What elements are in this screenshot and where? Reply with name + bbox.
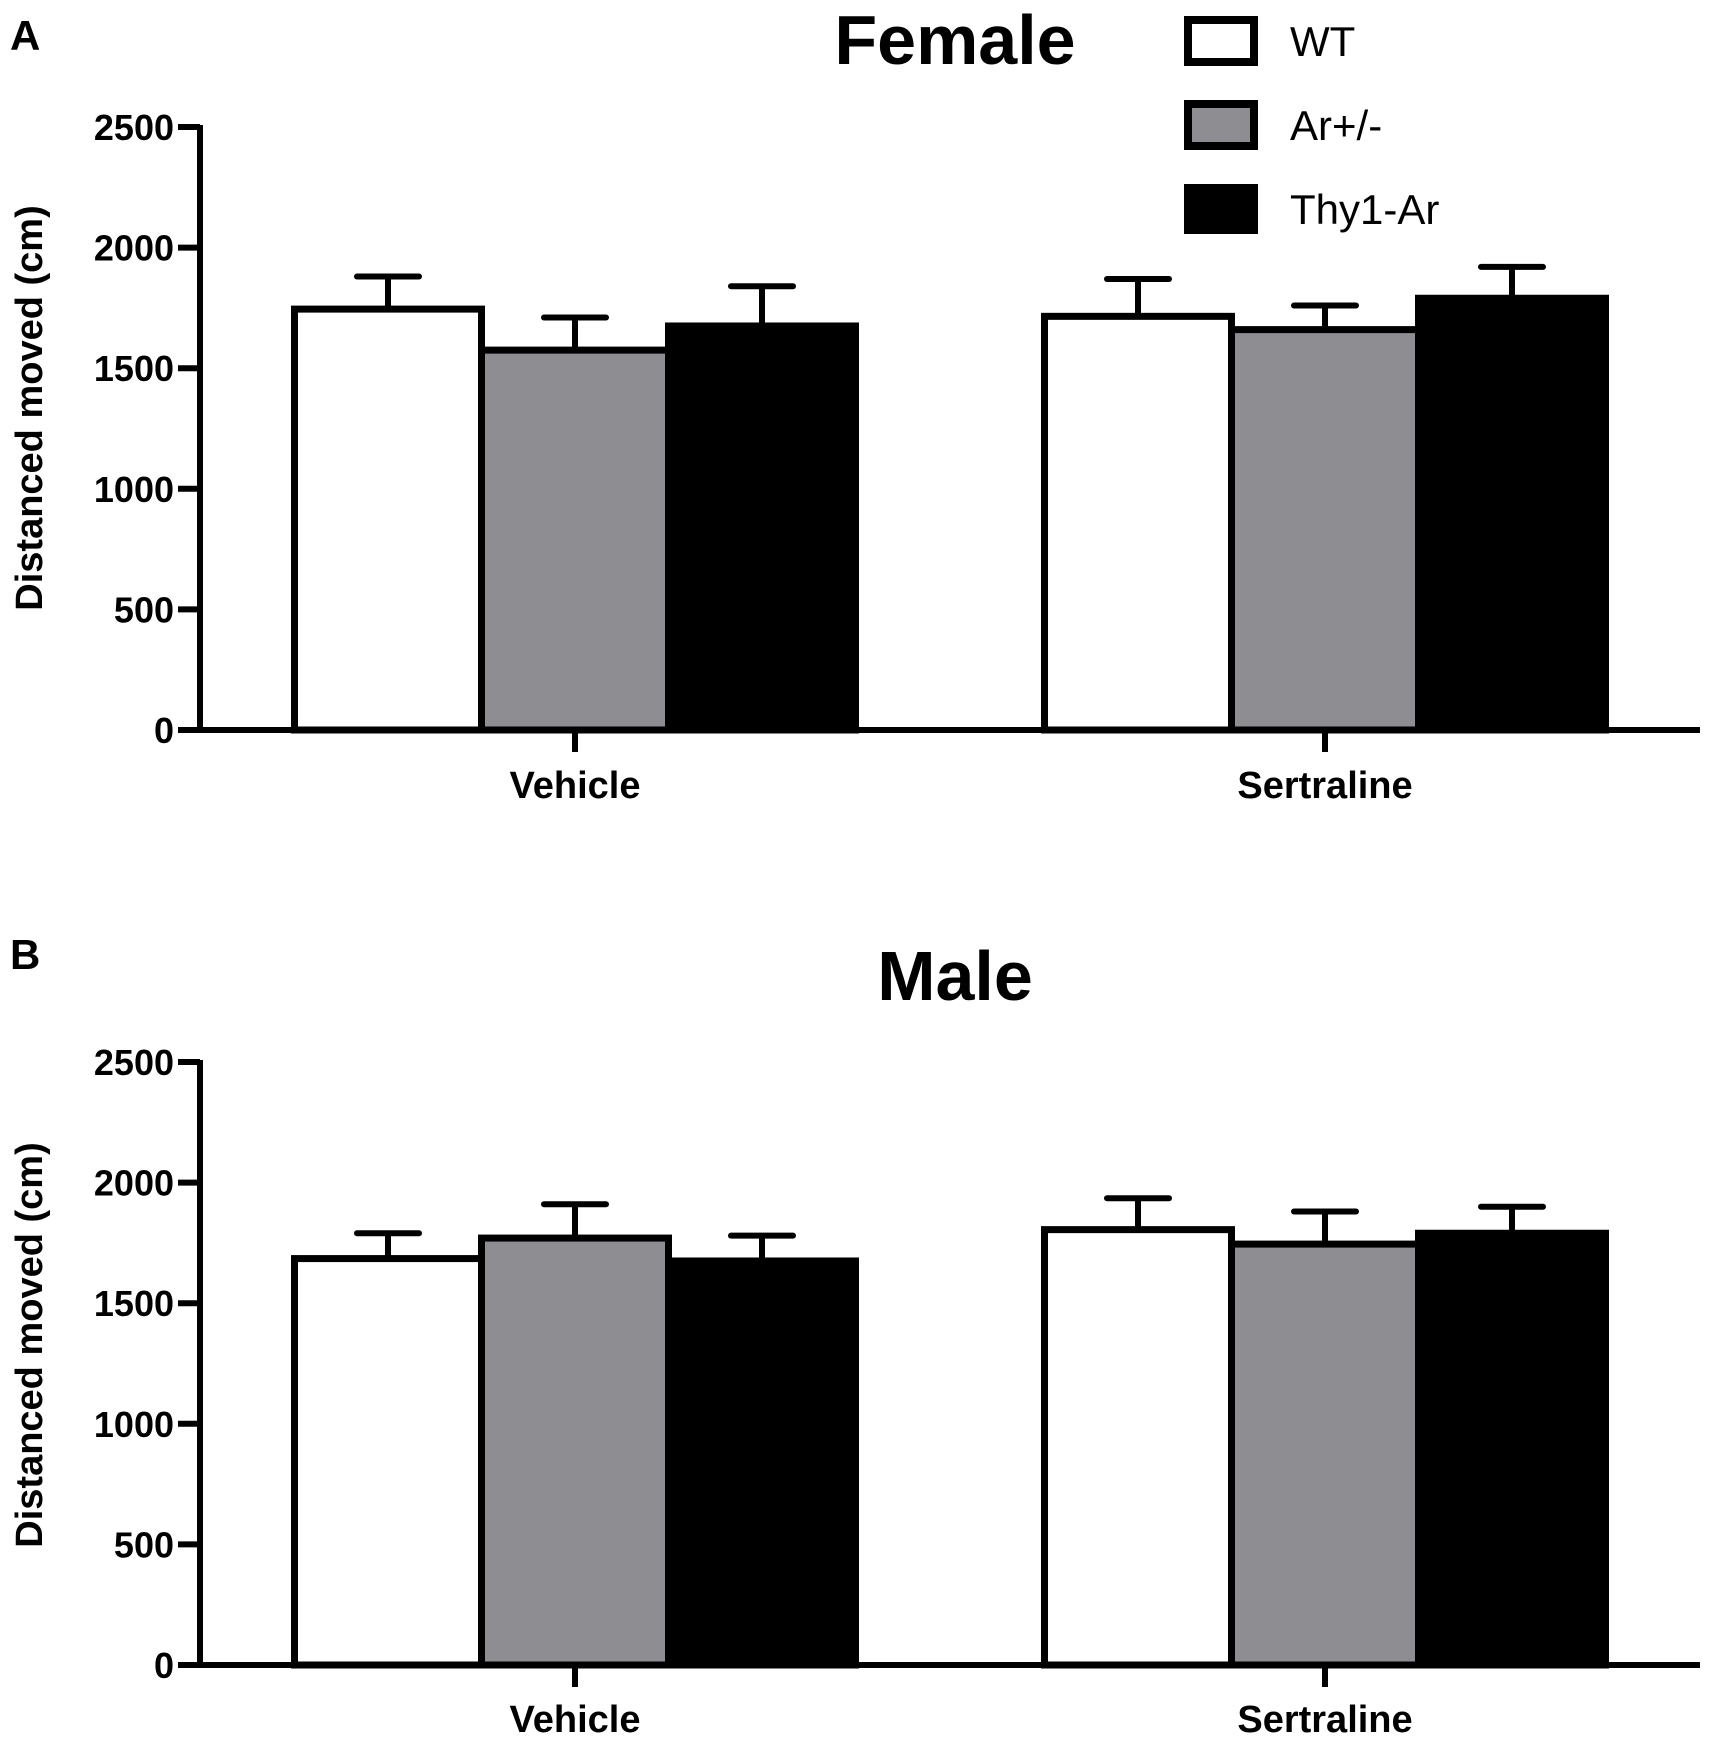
panel-b-male: B Male Distanced moved (cm) 0 500 1000 1500… (9, 931, 1700, 1741)
legend-swatch-thy1-ar (1184, 184, 1258, 234)
bar-ar-vehicle (478, 346, 672, 734)
legend: WT Ar+/- Thy1-Ar (1184, 16, 1439, 234)
bar-thy1-ar-sertraline (1415, 294, 1609, 734)
bar-wt-sertraline (1041, 1226, 1235, 1669)
y-tick-label-1500: 1500 (94, 348, 174, 389)
bar-wt-sertraline (1041, 312, 1235, 734)
y-axis-title: Distanced moved (cm) (9, 205, 51, 610)
y-tick-label-2500: 2500 (94, 1042, 174, 1083)
bar-ar-sertraline (1228, 1240, 1422, 1669)
y-tick-label-0: 0 (154, 710, 174, 751)
chart-title-male: Male (877, 937, 1033, 1015)
chart-title-female: Female (834, 1, 1075, 79)
bar-thy1-ar-vehicle (665, 322, 859, 734)
y-tick-label-2000: 2000 (94, 228, 174, 269)
chart-marks (291, 1195, 1609, 1669)
y-tick-label-1000: 1000 (94, 469, 174, 510)
category-label-sertraline: Sertraline (1237, 1699, 1412, 1741)
panel-a-female: A Female Distanced moved (cm) 0 500 1000 15… (9, 1, 1700, 807)
bar-thy1-ar-vehicle (665, 1257, 859, 1669)
bar-thy1-ar-sertraline (1415, 1229, 1609, 1669)
panel-letter-b: B (10, 931, 40, 978)
category-label-sertraline: Sertraline (1237, 765, 1412, 807)
panel-letter-a: A (10, 12, 40, 59)
y-tick-label-2000: 2000 (94, 1163, 174, 1204)
bar-wt-vehicle (291, 305, 485, 734)
chart-axes: 0 500 1000 1500 2000 2500 (94, 107, 1700, 752)
chart-axes: 0 500 1000 1500 2000 2500 (94, 1042, 1700, 1687)
legend-label-wt: WT (1290, 18, 1355, 65)
y-tick-label-0: 0 (154, 1645, 174, 1686)
legend-swatch-wt (1184, 16, 1258, 66)
y-tick-label-1000: 1000 (94, 1404, 174, 1445)
bar-ar-vehicle (478, 1234, 672, 1669)
category-label-vehicle: Vehicle (510, 765, 641, 807)
y-axis-title: Distanced moved (cm) (9, 1142, 51, 1547)
y-tick-label-1500: 1500 (94, 1283, 174, 1324)
y-tick-label-500: 500 (114, 589, 174, 630)
chart-marks (291, 263, 1609, 734)
bar-wt-vehicle (291, 1255, 485, 1669)
legend-label-thy1-ar: Thy1-Ar (1290, 186, 1439, 233)
y-tick-label-500: 500 (114, 1524, 174, 1565)
legend-swatch-ar-het (1184, 100, 1258, 150)
bar-ar-sertraline (1228, 326, 1422, 734)
legend-label-ar-het: Ar+/- (1290, 102, 1382, 149)
category-label-vehicle: Vehicle (510, 1699, 641, 1741)
y-tick-label-2500: 2500 (94, 107, 174, 148)
